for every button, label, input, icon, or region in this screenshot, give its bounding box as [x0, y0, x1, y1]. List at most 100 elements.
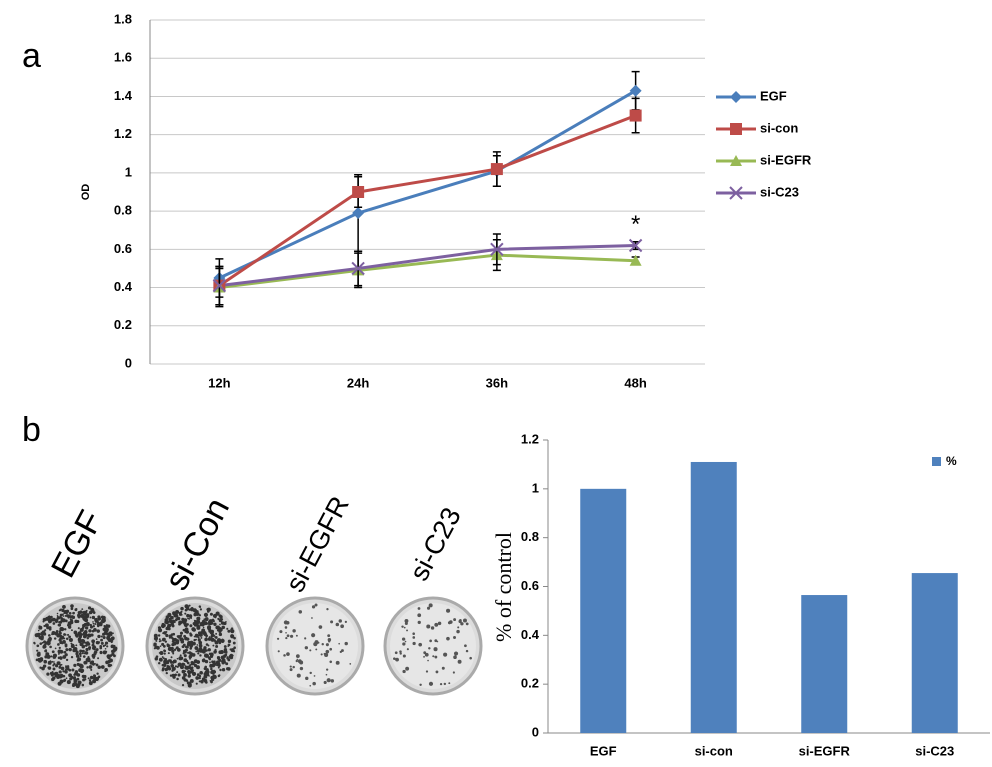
colony: [75, 634, 78, 637]
colony: [192, 653, 196, 657]
colony: [322, 643, 324, 645]
colony: [182, 663, 185, 666]
colony: [336, 623, 339, 626]
colony: [173, 642, 177, 646]
colony: [227, 667, 231, 671]
colony: [189, 647, 192, 650]
colony: [185, 627, 189, 631]
colony: [103, 625, 105, 627]
colony: [96, 673, 98, 675]
colony: [166, 672, 168, 674]
colony: [75, 678, 77, 680]
colony: [218, 674, 220, 676]
colony: [304, 637, 306, 639]
colony: [163, 663, 167, 667]
colony: [404, 627, 406, 629]
colony: [71, 629, 73, 631]
colony: [85, 626, 88, 629]
colony: [164, 618, 168, 622]
colony: [438, 622, 441, 625]
colony: [188, 651, 191, 654]
colony: [434, 656, 437, 659]
colony: [92, 656, 95, 659]
colony: [287, 634, 290, 637]
colony: [426, 670, 428, 672]
colony: [88, 646, 91, 649]
colony: [277, 638, 279, 640]
colony: [76, 654, 79, 657]
colony: [109, 631, 113, 635]
y-tick-label: 0.2: [114, 317, 132, 332]
colony: [209, 631, 211, 633]
colony: [205, 668, 208, 671]
colony: [210, 638, 214, 642]
colony: [111, 636, 115, 640]
colony: [58, 662, 61, 665]
colony: [77, 673, 81, 677]
colony: [184, 666, 188, 670]
colony: [71, 669, 74, 672]
colony: [93, 623, 95, 625]
annotation: *: [631, 211, 640, 238]
colony: [174, 673, 177, 676]
colony: [47, 641, 49, 643]
colony: [69, 612, 72, 615]
colony: [87, 637, 89, 639]
colony: [199, 614, 201, 616]
colony: [412, 632, 415, 635]
colony: [62, 670, 64, 672]
colony: [203, 627, 205, 629]
colony: [412, 642, 415, 645]
colony: [97, 629, 100, 632]
colony: [58, 623, 61, 626]
colony: [41, 637, 43, 639]
colony: [79, 652, 82, 655]
colony: [96, 664, 99, 667]
colony: [436, 671, 439, 674]
colony: [160, 645, 162, 647]
colony: [284, 620, 288, 624]
colony: [105, 651, 107, 653]
colony: [104, 668, 108, 672]
colony: [227, 658, 230, 661]
colony: [222, 639, 224, 641]
marker: [491, 163, 503, 175]
colony: [93, 648, 95, 650]
colony: [216, 664, 218, 666]
colony: [172, 624, 175, 627]
colony: [164, 653, 166, 655]
colony: [94, 651, 97, 654]
colony: [105, 629, 108, 632]
colony: [206, 608, 208, 610]
colony: [72, 684, 75, 687]
colony: [69, 638, 73, 642]
colony: [178, 656, 182, 660]
colony: [199, 650, 202, 653]
colony: [156, 646, 160, 650]
colony-images: EGFsi-Consi-EGFRsi-C23: [27, 491, 481, 694]
colony: [189, 655, 193, 659]
colony: [69, 615, 72, 618]
colony: [101, 635, 103, 637]
colony: [67, 634, 69, 636]
colony: [231, 648, 235, 652]
colony: [290, 668, 293, 671]
colony: [159, 638, 161, 640]
y-tick-label: 0: [532, 724, 539, 739]
colony: [48, 634, 51, 637]
colony: [427, 607, 430, 610]
image-label: si-C23: [404, 503, 467, 586]
colony: [91, 639, 95, 643]
colony: [446, 637, 450, 641]
colony: [185, 646, 187, 648]
colony: [199, 633, 203, 637]
colony: [168, 647, 171, 650]
colony: [88, 677, 90, 679]
colony: [42, 642, 44, 644]
colony: [170, 664, 174, 668]
colony: [297, 674, 301, 678]
colony: [177, 658, 179, 660]
colony: [100, 639, 103, 642]
colony: [187, 643, 189, 645]
colony: [218, 661, 220, 663]
